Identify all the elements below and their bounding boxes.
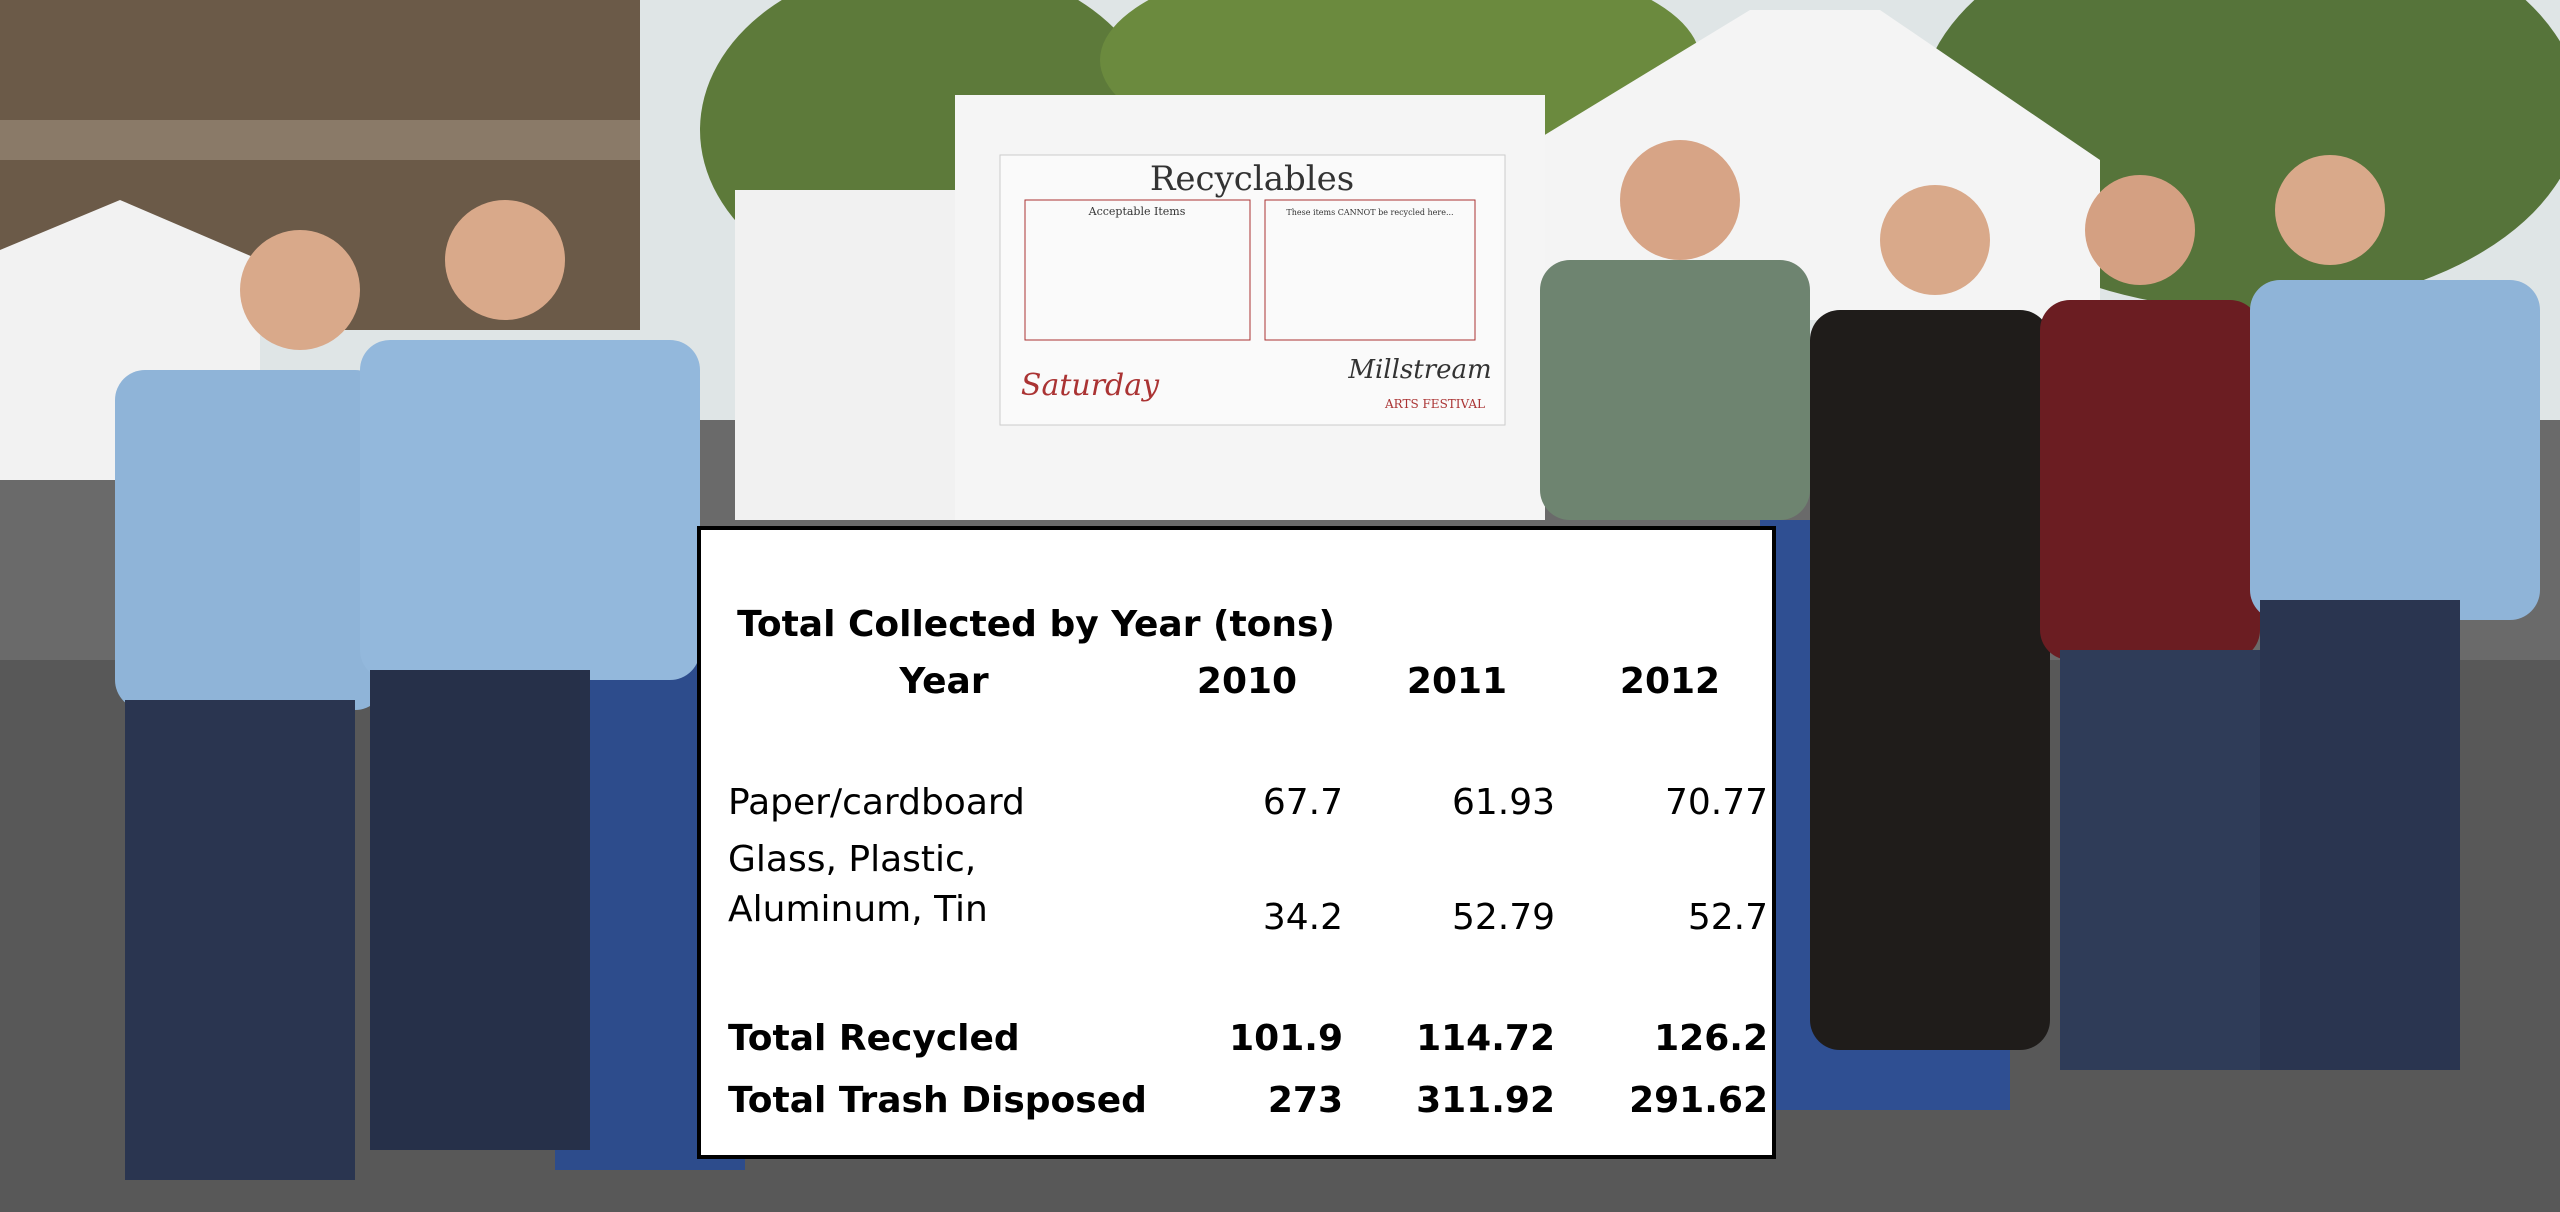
head — [1880, 185, 1990, 295]
jeans — [370, 670, 590, 1150]
cell-value: 70.77 — [1568, 778, 1768, 828]
coat — [1810, 310, 2050, 1050]
shirt — [1540, 260, 1810, 520]
cell-value: 52.79 — [1355, 893, 1555, 943]
cell-value: 126.2 — [1568, 1014, 1768, 1064]
head — [2085, 175, 2195, 285]
cell-value: 52.7 — [1568, 893, 1768, 943]
header-cell: 2012 — [1520, 657, 1820, 707]
row-label: Paper/cardboard — [728, 778, 1025, 828]
sign-title: Recyclables — [1150, 159, 1354, 199]
row-label: Glass, Plastic, Aluminum, Tin — [728, 835, 988, 935]
header-cell: Year — [794, 657, 1094, 707]
sign-text: ARTS FESTIVAL — [1384, 397, 1485, 411]
sign: Recyclables Acceptable Items These items… — [955, 95, 1545, 520]
cell-value: 273 — [1143, 1076, 1343, 1126]
head — [445, 200, 565, 320]
cell-value: 101.9 — [1143, 1014, 1343, 1064]
sign-text: Millstream — [1347, 355, 1491, 385]
cell-value: 291.62 — [1568, 1076, 1768, 1126]
sweater — [2040, 300, 2260, 660]
shirt — [360, 340, 700, 680]
cell-value: 311.92 — [1355, 1076, 1555, 1126]
sign-text: These items CANNOT be recycled here... — [1286, 208, 1453, 217]
table-title: Total Collected by Year (tons) — [701, 600, 1371, 650]
head — [1620, 140, 1740, 260]
row-label: Total Trash Disposed — [728, 1076, 1147, 1126]
head — [240, 230, 360, 350]
balcony — [0, 120, 640, 160]
page: {"sign": {"title": "Recyclables", "accep… — [0, 0, 2560, 1212]
jeans — [125, 700, 355, 1180]
shirt — [115, 370, 385, 710]
cell-value: 34.2 — [1143, 893, 1343, 943]
jeans — [2260, 600, 2460, 1070]
sign-text: Saturday — [1021, 368, 1160, 403]
row-label: Total Recycled — [728, 1014, 1020, 1064]
head — [2275, 155, 2385, 265]
shirt — [2250, 280, 2540, 620]
cell-value: 114.72 — [1355, 1014, 1555, 1064]
sign-text: Acceptable Items — [1088, 205, 1186, 218]
cell-value: 61.93 — [1355, 778, 1555, 828]
jeans — [2060, 650, 2260, 1070]
cell-value: 67.7 — [1143, 778, 1343, 828]
board — [735, 190, 960, 520]
